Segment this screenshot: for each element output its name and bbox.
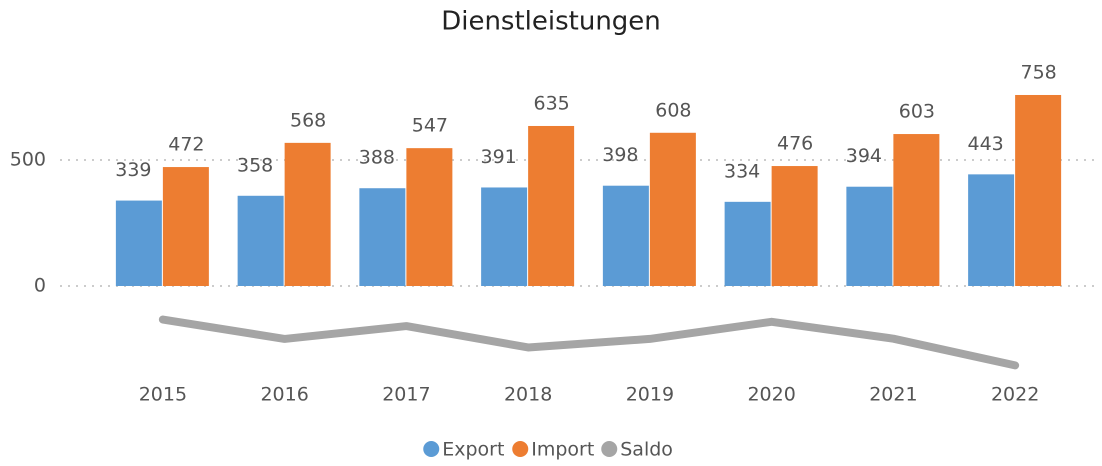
x-tick-label: 2022	[991, 384, 1039, 406]
bar	[649, 132, 696, 286]
bar	[406, 148, 453, 286]
x-tick-label: 2017	[382, 384, 430, 406]
legend-marker	[423, 441, 440, 457]
legend-marker	[512, 441, 529, 457]
data-label: 547	[412, 115, 448, 137]
bar	[359, 188, 406, 286]
legend-label: Export	[442, 439, 504, 461]
x-tick-label: 2015	[139, 384, 187, 406]
data-label: 358	[237, 154, 273, 176]
bar	[602, 185, 649, 286]
x-tick-label: 2016	[260, 384, 308, 406]
y-tick-label: 0	[34, 275, 46, 297]
bar	[893, 134, 940, 286]
data-label: 339	[115, 159, 151, 181]
x-tick-label: 2019	[626, 384, 674, 406]
bar	[771, 166, 818, 286]
data-label: 398	[602, 144, 638, 166]
legend-label: Import	[531, 439, 594, 461]
data-label: 394	[846, 145, 882, 167]
bar	[162, 167, 209, 286]
bar	[115, 200, 162, 286]
data-label: 603	[899, 101, 935, 123]
data-label: 443	[967, 133, 1003, 155]
y-tick-label: 500	[10, 149, 46, 171]
legend-label: Saldo	[620, 439, 673, 461]
bar	[481, 187, 528, 286]
data-label: 388	[359, 147, 395, 169]
x-tick-label: 2018	[504, 384, 552, 406]
data-label: 476	[777, 133, 813, 155]
data-label: 391	[480, 146, 516, 168]
chart-title: Dienstleistungen	[441, 7, 661, 37]
x-tick-label: 2021	[869, 384, 917, 406]
bar	[237, 195, 284, 286]
bar	[724, 201, 771, 286]
legend-marker	[601, 441, 618, 457]
data-label: 568	[290, 109, 326, 131]
bar	[846, 186, 893, 286]
data-label: 608	[655, 99, 691, 121]
data-label: 472	[168, 134, 204, 156]
line-series	[158, 315, 1020, 370]
bar	[1015, 94, 1062, 286]
bar	[968, 174, 1015, 286]
bar	[528, 125, 575, 286]
data-label: 758	[1020, 61, 1056, 83]
bar	[284, 142, 331, 286]
x-tick-label: 2020	[747, 384, 795, 406]
data-label: 635	[533, 92, 569, 114]
data-label: 334	[724, 160, 760, 182]
